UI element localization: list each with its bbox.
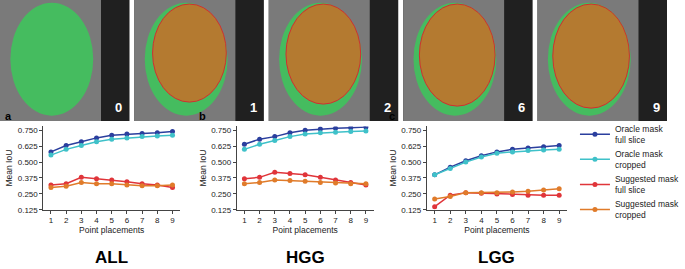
svg-text:4: 4 xyxy=(479,216,484,225)
svg-text:0.625: 0.625 xyxy=(401,142,422,151)
svg-text:Suggested maskcropped: Suggested maskcropped xyxy=(615,199,679,220)
svg-text:5: 5 xyxy=(303,216,308,225)
svg-text:9: 9 xyxy=(170,216,175,225)
svg-text:Point placements: Point placements xyxy=(273,225,338,235)
svg-text:2: 2 xyxy=(448,216,453,225)
svg-text:9: 9 xyxy=(557,216,562,225)
svg-text:9: 9 xyxy=(653,100,660,115)
svg-text:0.750: 0.750 xyxy=(401,126,422,135)
svg-text:2: 2 xyxy=(384,100,391,115)
svg-text:0.500: 0.500 xyxy=(401,158,422,167)
svg-text:Mean IoU: Mean IoU xyxy=(198,150,208,187)
svg-text:8: 8 xyxy=(349,216,354,225)
svg-text:0.250: 0.250 xyxy=(211,190,232,199)
svg-text:Suggested maskfull slice: Suggested maskfull slice xyxy=(615,174,679,195)
svg-text:1: 1 xyxy=(49,216,54,225)
svg-text:3: 3 xyxy=(464,216,469,225)
svg-text:1: 1 xyxy=(432,216,437,225)
svg-text:Point placements: Point placements xyxy=(464,225,529,235)
svg-text:4: 4 xyxy=(288,216,293,225)
svg-text:b: b xyxy=(199,110,206,122)
svg-text:7: 7 xyxy=(140,216,145,225)
svg-text:HGG: HGG xyxy=(286,248,325,267)
svg-text:0.250: 0.250 xyxy=(401,190,422,199)
svg-text:0.375: 0.375 xyxy=(211,174,232,183)
svg-text:8: 8 xyxy=(155,216,160,225)
svg-text:2: 2 xyxy=(64,216,69,225)
svg-text:6: 6 xyxy=(125,216,130,225)
svg-text:6: 6 xyxy=(518,100,525,115)
svg-text:0.250: 0.250 xyxy=(18,190,39,199)
svg-text:ALL: ALL xyxy=(95,248,128,267)
svg-text:6: 6 xyxy=(318,216,323,225)
svg-text:0.500: 0.500 xyxy=(211,158,232,167)
svg-text:0.625: 0.625 xyxy=(18,142,39,151)
svg-text:0.750: 0.750 xyxy=(18,126,39,135)
svg-text:9: 9 xyxy=(364,216,369,225)
svg-text:2: 2 xyxy=(257,216,262,225)
svg-text:Oracle maskcropped: Oracle maskcropped xyxy=(615,149,663,170)
svg-text:0.375: 0.375 xyxy=(401,174,422,183)
svg-text:0.750: 0.750 xyxy=(211,126,232,135)
svg-text:0.375: 0.375 xyxy=(18,174,39,183)
svg-text:5: 5 xyxy=(109,216,114,225)
svg-text:4: 4 xyxy=(94,216,99,225)
svg-text:8: 8 xyxy=(541,216,546,225)
svg-text:LGG: LGG xyxy=(478,248,515,267)
svg-text:0.125: 0.125 xyxy=(211,206,232,215)
svg-text:0.125: 0.125 xyxy=(401,206,422,215)
svg-text:3: 3 xyxy=(79,216,84,225)
svg-text:1: 1 xyxy=(242,216,247,225)
svg-text:0.125: 0.125 xyxy=(18,206,39,215)
svg-text:1: 1 xyxy=(250,100,257,115)
svg-text:Mean IoU: Mean IoU xyxy=(388,150,398,187)
svg-text:3: 3 xyxy=(273,216,278,225)
svg-text:a: a xyxy=(5,110,12,122)
svg-text:5: 5 xyxy=(495,216,500,225)
svg-text:Oracle maskfull slice: Oracle maskfull slice xyxy=(615,124,663,145)
svg-text:Point placements: Point placements xyxy=(79,225,144,235)
svg-text:0: 0 xyxy=(115,100,122,115)
svg-text:c: c xyxy=(389,110,395,122)
svg-text:7: 7 xyxy=(333,216,338,225)
svg-text:6: 6 xyxy=(510,216,515,225)
svg-text:7: 7 xyxy=(526,216,531,225)
svg-text:0.625: 0.625 xyxy=(211,142,232,151)
svg-text:Mean IoU: Mean IoU xyxy=(4,150,14,187)
svg-text:0.500: 0.500 xyxy=(18,158,39,167)
